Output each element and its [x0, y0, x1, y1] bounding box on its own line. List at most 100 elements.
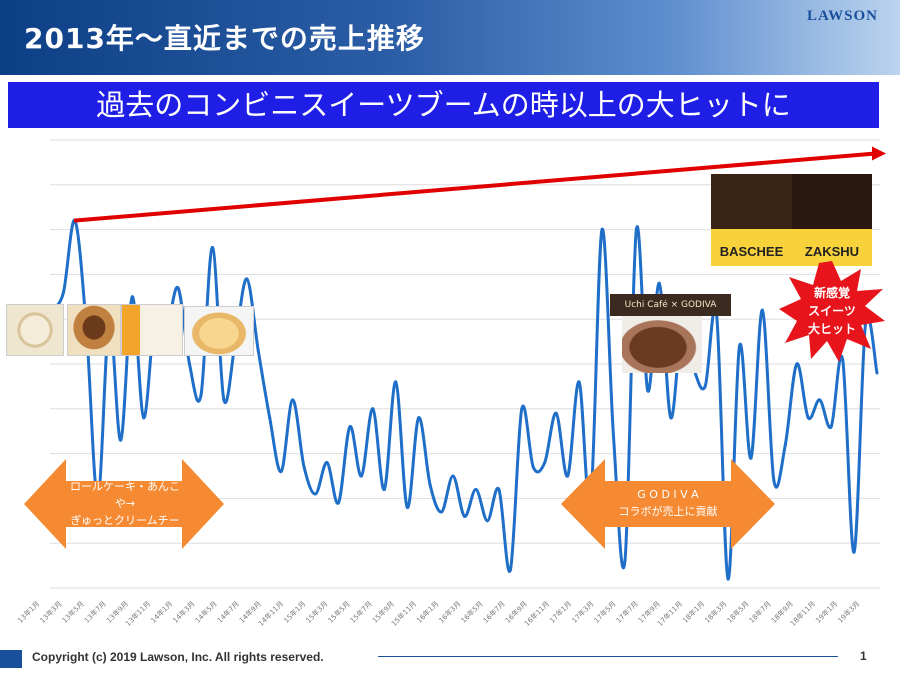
data-point — [703, 384, 707, 388]
x-tick-label: 14年1月 — [149, 599, 175, 625]
data-point — [451, 474, 455, 478]
product-photo-zakshu: ZAKSHU — [792, 174, 872, 266]
data-point — [646, 389, 650, 393]
data-point — [210, 246, 214, 250]
copyright-text: Copyright (c) 2019 Lawson, Inc. All righ… — [32, 650, 324, 664]
data-point — [611, 434, 615, 438]
data-point — [566, 474, 570, 478]
x-tick-label: 19年1月 — [814, 599, 840, 625]
data-point — [463, 514, 466, 518]
slide-header: 2013年〜直近までの売上推移 LAWSON — [0, 0, 900, 75]
data-point — [875, 371, 879, 375]
data-point — [600, 228, 604, 232]
data-point — [760, 308, 764, 312]
left-arrow-line-1: ロールケーキ・あんこや→ — [70, 480, 180, 510]
data-point — [508, 568, 512, 572]
mid-arrow-note: G O D I V A コラボが売上に貢献 — [606, 486, 730, 520]
data-point — [302, 465, 306, 469]
data-point — [806, 416, 810, 420]
data-point — [382, 487, 386, 491]
x-tick-label: 19年3月 — [836, 599, 862, 625]
x-tick-label: 17年7月 — [614, 599, 640, 625]
data-point — [405, 505, 409, 509]
data-point — [188, 362, 191, 366]
data-point — [531, 465, 535, 469]
data-point — [818, 398, 822, 402]
data-point — [314, 492, 318, 496]
x-tick-label: 16年7月 — [481, 599, 507, 625]
data-point — [657, 281, 661, 285]
mid-arrow-line-1: G O D I V A — [637, 488, 699, 501]
x-tick-label: 13年5月 — [60, 599, 86, 625]
lawson-logo: LAWSON — [806, 8, 878, 24]
burst-line-2: スイーツ — [808, 304, 856, 318]
x-tick-label: 18年5月 — [725, 599, 751, 625]
slide-title: 2013年〜直近までの売上推移 — [24, 22, 425, 55]
x-tick-label: 15年3月 — [304, 599, 330, 625]
x-tick-label: 15年1月 — [282, 599, 308, 625]
data-point — [142, 416, 146, 420]
sales-chart: 13年1月 13年3月 13年5月 13年7月 13年9月 13年11月 14年1月 14年3… — [0, 128, 900, 636]
data-point — [485, 519, 489, 523]
godiva-logo-text: Uchi Café × GODIVA — [624, 300, 717, 310]
x-tick-label: 15年7月 — [348, 599, 374, 625]
data-point — [268, 416, 272, 420]
x-tick-label: 17年1月 — [548, 599, 574, 625]
data-point — [428, 483, 432, 487]
zakshu-label: ZAKSHU — [804, 244, 860, 259]
data-point — [176, 286, 180, 290]
data-point — [371, 407, 375, 411]
data-point — [829, 425, 833, 429]
data-point — [543, 461, 547, 465]
x-tick-label: 14年7月 — [215, 599, 241, 625]
left-arrow-line-2: ぎゅっとクリームチーズ — [70, 514, 180, 544]
footer-divider — [378, 656, 838, 657]
x-tick-label: 16年1月 — [415, 599, 441, 625]
data-point — [520, 407, 524, 411]
data-point — [394, 380, 398, 384]
x-tick-label: 13年7月 — [82, 599, 108, 625]
data-point — [738, 344, 741, 348]
data-point — [417, 416, 421, 420]
data-point — [119, 438, 123, 442]
product-photo-cream-cheese — [184, 306, 254, 356]
data-point — [336, 501, 340, 505]
data-point — [783, 443, 787, 447]
data-point — [245, 277, 249, 281]
left-arrow-note: ロールケーキ・あんこや→ ぎゅっとクリームチーズ ヒット商品が売上を貢献 — [66, 478, 184, 580]
product-photo-godiva-roll — [622, 316, 702, 373]
data-point — [577, 380, 581, 384]
mid-arrow-line-2: コラボが売上に貢献 — [618, 505, 718, 518]
x-tick-label: 17年5月 — [592, 599, 618, 625]
product-photo-ankoya — [121, 304, 183, 356]
product-photo-roll-cake — [6, 304, 64, 356]
data-point — [749, 456, 753, 460]
data-point — [291, 398, 295, 402]
data-point — [726, 577, 730, 581]
godiva-collab-banner: Uchi Café × GODIVA — [610, 294, 731, 316]
headline-banner: 過去のコンビニスイーツブームの時以上の大ヒットに — [8, 82, 879, 128]
burst-line-1: 新感覚 — [813, 286, 850, 300]
data-point — [795, 362, 799, 366]
data-point — [199, 393, 203, 397]
data-point — [852, 550, 856, 554]
mid-double-arrow — [561, 459, 775, 549]
x-tick-label: 15年5月 — [326, 599, 352, 625]
data-point — [669, 416, 673, 420]
x-tick-label: 18年1月 — [681, 599, 707, 625]
data-point — [841, 358, 845, 362]
data-point — [222, 398, 226, 402]
x-tick-label: 14年3月 — [171, 599, 197, 625]
data-point — [348, 425, 352, 429]
left-arrow-line-3: ヒット商品が売上を貢献 — [70, 548, 180, 578]
trend-arrow-head — [872, 146, 886, 161]
left-double-arrow — [24, 459, 224, 549]
chart-svg: 13年1月13年3月13年5月13年7月13年9月13年11月14年1月14年3… — [16, 139, 886, 628]
data-point — [634, 228, 638, 232]
page-number: 1 — [860, 649, 867, 663]
x-tick-label: 18年7月 — [747, 599, 773, 625]
data-point — [772, 478, 776, 482]
footer-square — [0, 650, 22, 668]
data-point — [554, 411, 558, 415]
x-tick-label: 13年3月 — [38, 599, 64, 625]
